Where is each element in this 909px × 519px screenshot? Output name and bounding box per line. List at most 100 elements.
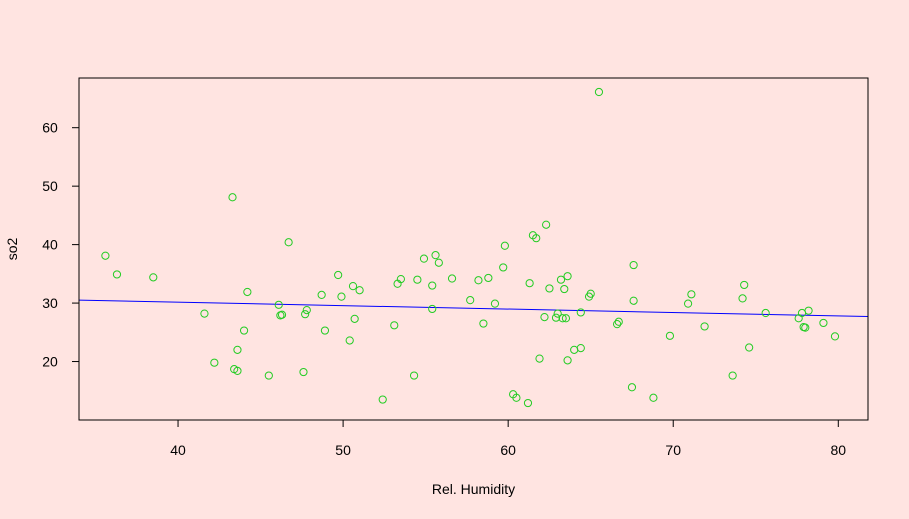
data-point bbox=[474, 276, 483, 285]
data-point bbox=[558, 314, 567, 323]
data-point bbox=[525, 279, 534, 288]
points-layer bbox=[101, 87, 840, 408]
data-point bbox=[512, 393, 521, 402]
data-point bbox=[535, 354, 544, 363]
data-point bbox=[629, 296, 638, 305]
data-point bbox=[728, 371, 737, 380]
data-point bbox=[561, 314, 571, 323]
data-point bbox=[447, 274, 457, 283]
data-point bbox=[553, 309, 562, 318]
x-tick-label: 50 bbox=[335, 442, 351, 458]
data-point bbox=[409, 371, 419, 380]
regression-line bbox=[78, 299, 869, 318]
data-point bbox=[614, 317, 623, 326]
data-point bbox=[419, 254, 429, 263]
data-point bbox=[830, 332, 840, 341]
data-point bbox=[431, 251, 440, 260]
data-point bbox=[299, 367, 308, 377]
data-point bbox=[738, 294, 747, 303]
data-point bbox=[274, 300, 283, 309]
data-point bbox=[350, 314, 359, 323]
x-tick-label: 60 bbox=[500, 442, 516, 458]
data-point bbox=[613, 320, 622, 329]
data-point bbox=[551, 313, 561, 322]
data-point bbox=[200, 309, 209, 318]
data-point bbox=[801, 323, 810, 332]
data-point bbox=[210, 358, 219, 367]
data-point bbox=[428, 281, 437, 290]
data-point bbox=[345, 336, 354, 345]
x-axis: 40 50 60 70 80 bbox=[170, 420, 846, 458]
x-tick-label: 70 bbox=[665, 442, 681, 458]
data-point bbox=[479, 319, 488, 328]
data-point bbox=[348, 282, 358, 291]
data-point bbox=[484, 273, 493, 283]
data-point bbox=[700, 322, 709, 331]
data-point bbox=[804, 306, 813, 315]
y-tick-label: 30 bbox=[42, 295, 58, 311]
data-point bbox=[302, 305, 311, 315]
data-point bbox=[576, 343, 585, 353]
y-axis-title: so2 bbox=[4, 238, 20, 261]
data-point bbox=[355, 286, 364, 295]
data-point bbox=[149, 273, 158, 282]
data-point bbox=[563, 356, 572, 365]
y-tick-label: 40 bbox=[42, 237, 58, 253]
data-point bbox=[413, 275, 422, 284]
data-point bbox=[390, 321, 399, 330]
data-point bbox=[466, 296, 475, 305]
data-point bbox=[434, 258, 443, 267]
data-point bbox=[228, 193, 237, 202]
data-point bbox=[233, 345, 242, 354]
data-point bbox=[665, 331, 675, 340]
plot-frame bbox=[78, 77, 869, 421]
data-point bbox=[629, 260, 638, 270]
data-point bbox=[101, 251, 110, 260]
x-tick-label: 40 bbox=[170, 442, 186, 458]
data-point bbox=[396, 275, 405, 284]
data-point bbox=[317, 290, 326, 299]
data-point bbox=[233, 366, 242, 375]
data-point bbox=[576, 308, 585, 317]
data-point bbox=[378, 395, 387, 404]
data-point bbox=[761, 308, 770, 318]
x-axis-title: Rel. Humidity bbox=[432, 481, 515, 497]
data-point bbox=[243, 287, 252, 297]
data-point bbox=[683, 299, 693, 308]
data-point bbox=[490, 299, 500, 308]
data-point bbox=[556, 275, 566, 284]
data-point bbox=[540, 313, 549, 322]
data-point bbox=[428, 304, 437, 314]
data-point bbox=[532, 234, 541, 243]
data-point bbox=[284, 238, 293, 247]
x-tick-label: 80 bbox=[830, 442, 846, 458]
fit-line-layer bbox=[78, 299, 869, 318]
data-point bbox=[687, 290, 696, 299]
y-axis: 20 30 40 50 60 bbox=[42, 120, 79, 370]
data-point bbox=[819, 318, 828, 328]
data-point bbox=[545, 284, 554, 293]
data-point bbox=[560, 284, 569, 294]
data-point bbox=[542, 220, 551, 229]
data-point bbox=[239, 326, 249, 335]
y-tick-label: 20 bbox=[42, 354, 58, 370]
data-point bbox=[320, 326, 330, 335]
data-point bbox=[264, 371, 273, 380]
y-tick-label: 50 bbox=[42, 178, 58, 194]
data-point bbox=[334, 270, 343, 280]
data-point bbox=[563, 272, 572, 281]
data-point bbox=[301, 310, 310, 319]
data-point bbox=[112, 270, 122, 279]
y-tick-label: 60 bbox=[42, 120, 58, 136]
data-point bbox=[586, 289, 595, 298]
data-point bbox=[523, 398, 533, 408]
data-point bbox=[649, 393, 658, 402]
data-point bbox=[277, 310, 287, 319]
data-point bbox=[627, 383, 637, 392]
data-point bbox=[740, 280, 749, 290]
data-point bbox=[499, 263, 508, 272]
data-point bbox=[594, 87, 604, 97]
data-point bbox=[745, 343, 754, 352]
